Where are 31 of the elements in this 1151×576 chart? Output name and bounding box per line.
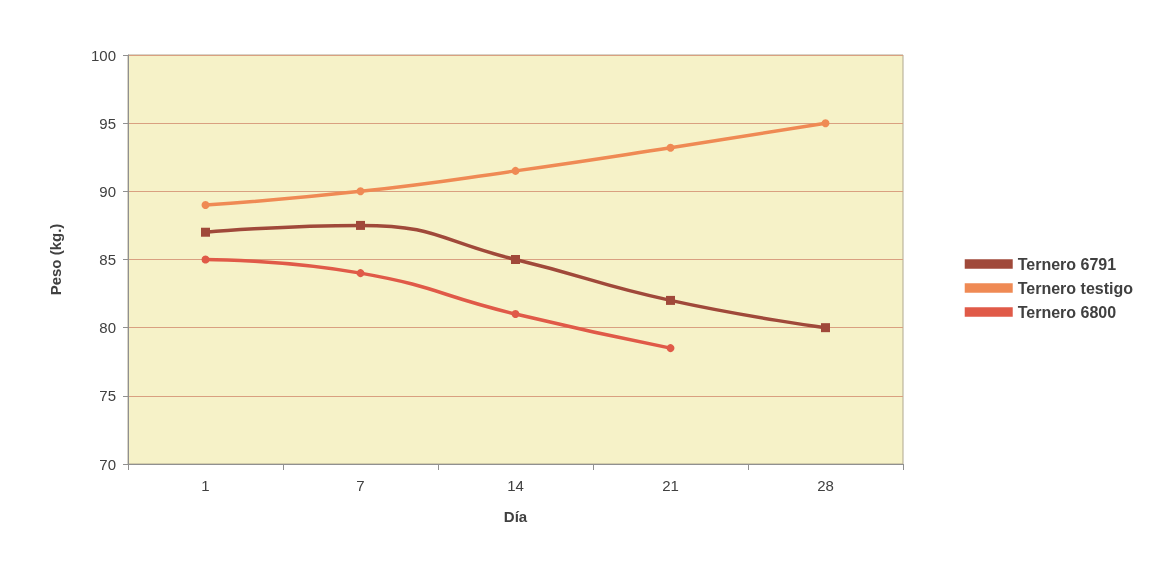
point [201,200,210,209]
point [666,344,675,353]
point [201,227,210,237]
y-tick-label: 100 [90,46,116,64]
x-tick-label: 21 [662,477,679,494]
legend-label: Ternero 6800 [1017,303,1117,321]
point [356,269,365,278]
point [511,255,520,264]
x-tick-label: 7 [356,477,365,494]
point [666,295,675,305]
y-tick-label: 95 [99,114,116,132]
x-tick-label: 28 [817,477,834,494]
x-axis-title: Día [503,508,528,525]
point [511,166,520,175]
point [356,187,365,196]
y-tick-label: 75 [99,387,116,405]
y-tick-label: 80 [99,319,116,337]
y-tick-label: 70 [99,455,116,473]
y-tick-label: 90 [99,182,116,200]
point [201,255,210,264]
point [821,323,830,333]
legend-label: Ternero 6791 [1017,255,1117,273]
x-tick-label: 1 [201,477,210,494]
y-axis-title: Peso (kg.) [47,223,64,296]
y-tick-label: 85 [99,251,116,268]
point [511,310,520,319]
x-tick-label: 14 [507,477,524,494]
point [666,143,675,152]
point [821,119,830,128]
point [356,220,365,230]
legend-label: Ternero testigo [1017,279,1134,297]
